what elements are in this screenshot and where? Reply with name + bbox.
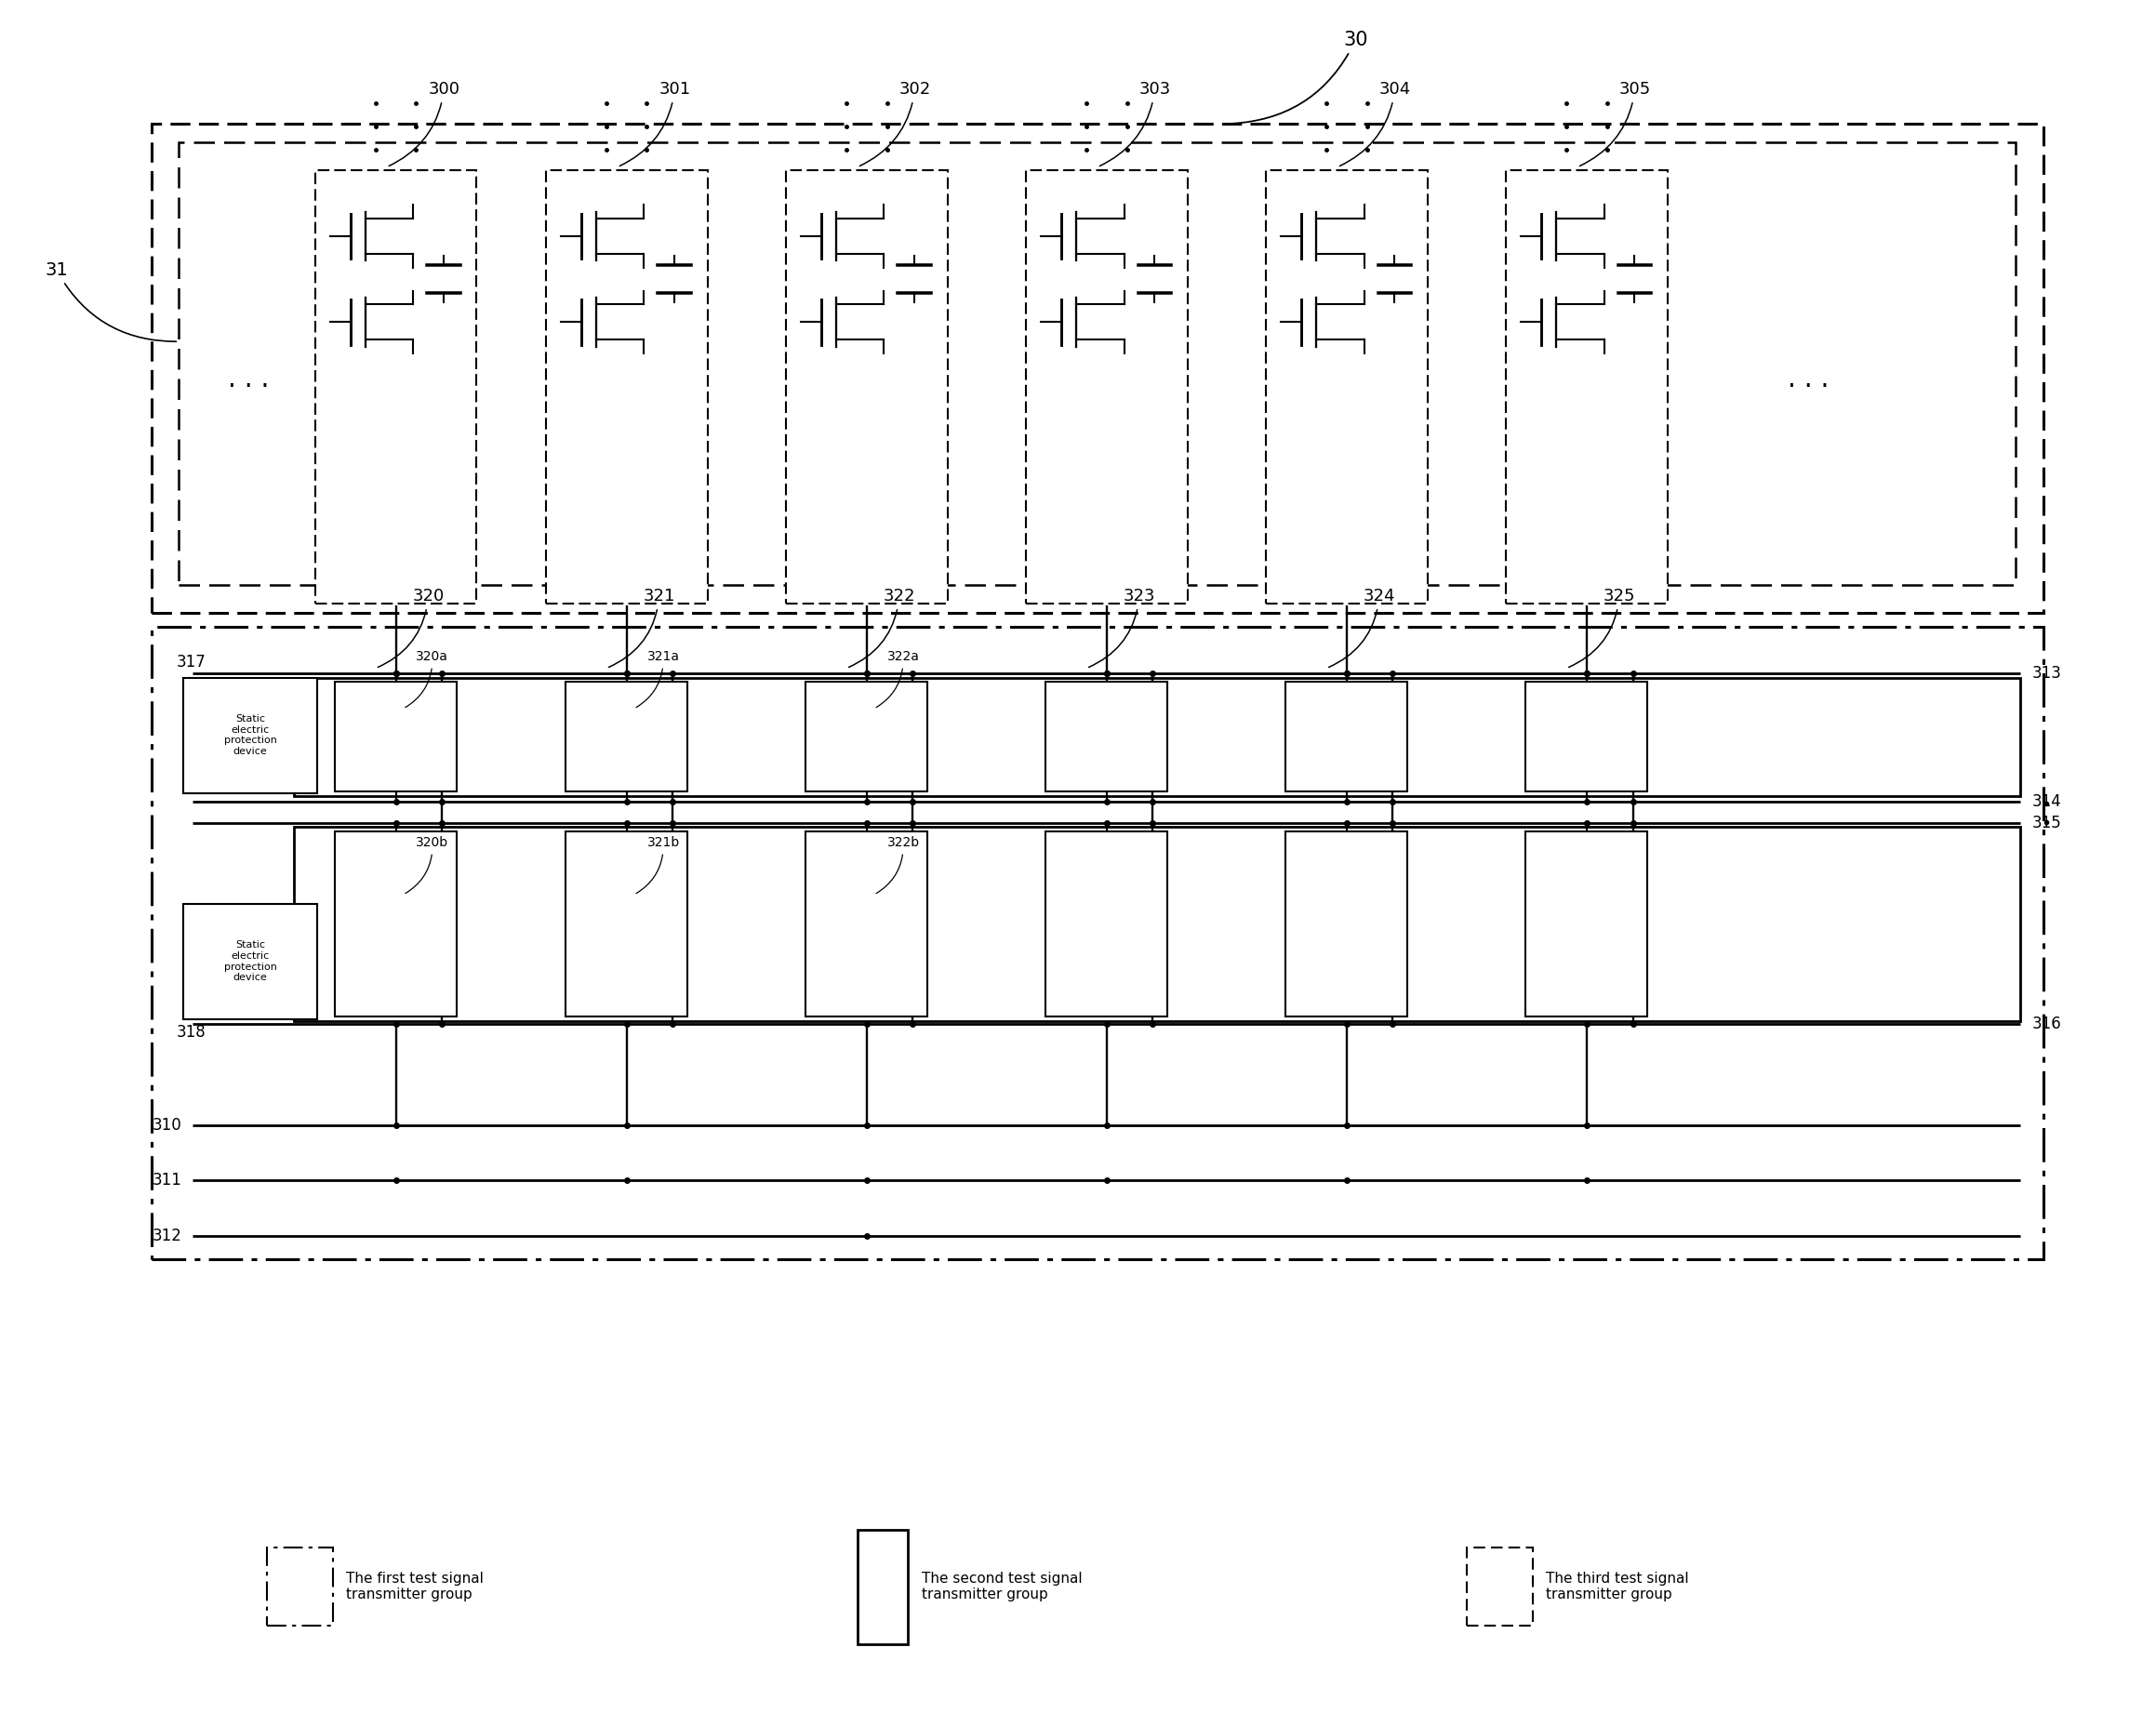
Text: 312: 312 [151,1228,181,1245]
Bar [293,827,2020,1021]
Text: · · ·: · · · [226,373,270,399]
Text: · · ·: · · · [1787,373,1828,399]
Text: The third test signal
transmitter group: The third test signal transmitter group [1546,1572,1688,1601]
Text: 323: 323 [1089,587,1156,667]
Text: 300: 300 [388,81,459,166]
Bar [545,169,707,604]
Text: 304: 304 [1339,81,1410,166]
Bar [565,682,688,791]
Text: 321: 321 [608,587,675,667]
Text: 316: 316 [2031,1015,2061,1033]
Bar [1505,169,1667,604]
Bar [267,1547,332,1625]
Bar [1285,832,1408,1015]
Bar [806,832,927,1015]
Text: Static
electric
protection
device: Static electric protection device [224,715,276,756]
Bar [183,903,317,1019]
Text: 320b: 320b [405,836,448,893]
Text: 31: 31 [45,261,177,342]
Text: 318: 318 [177,1024,205,1040]
Bar [293,677,2020,796]
Bar [1026,169,1188,604]
Bar [315,169,476,604]
Text: 310: 310 [153,1117,181,1133]
Text: 322: 322 [849,587,916,667]
Bar [1046,832,1169,1015]
Text: Static
electric
protection
device: Static electric protection device [224,941,276,983]
Text: 320: 320 [377,587,444,667]
Bar [151,124,2044,613]
Bar [858,1530,908,1644]
Bar [1046,682,1169,791]
Bar [1285,682,1408,791]
Text: 315: 315 [2031,815,2061,832]
Text: 320a: 320a [405,651,448,708]
Text: 305: 305 [1580,81,1651,166]
Bar [1526,832,1647,1015]
Text: 30: 30 [1233,31,1369,124]
Text: The first test signal
transmitter group: The first test signal transmitter group [345,1572,483,1601]
Text: 322b: 322b [875,836,921,893]
Text: 321a: 321a [636,651,679,708]
Bar [1526,682,1647,791]
Bar [1266,169,1427,604]
Text: 322a: 322a [875,651,918,708]
Text: The second test signal
transmitter group: The second test signal transmitter group [923,1572,1082,1601]
Text: 321b: 321b [636,836,679,893]
Text: 303: 303 [1100,81,1171,166]
Bar [785,169,946,604]
Bar [151,627,2044,1259]
Bar [179,142,2016,585]
Bar [334,832,457,1015]
Text: 301: 301 [619,81,690,166]
Text: 317: 317 [177,653,205,670]
Text: 325: 325 [1570,587,1636,667]
Text: 313: 313 [2031,665,2061,680]
Bar [183,677,317,793]
Bar [1466,1547,1533,1625]
Text: 311: 311 [151,1173,181,1188]
Text: 314: 314 [2031,794,2061,810]
Text: 324: 324 [1328,587,1395,667]
Bar [806,682,927,791]
Text: 302: 302 [860,81,931,166]
Bar [334,682,457,791]
Bar [565,832,688,1015]
